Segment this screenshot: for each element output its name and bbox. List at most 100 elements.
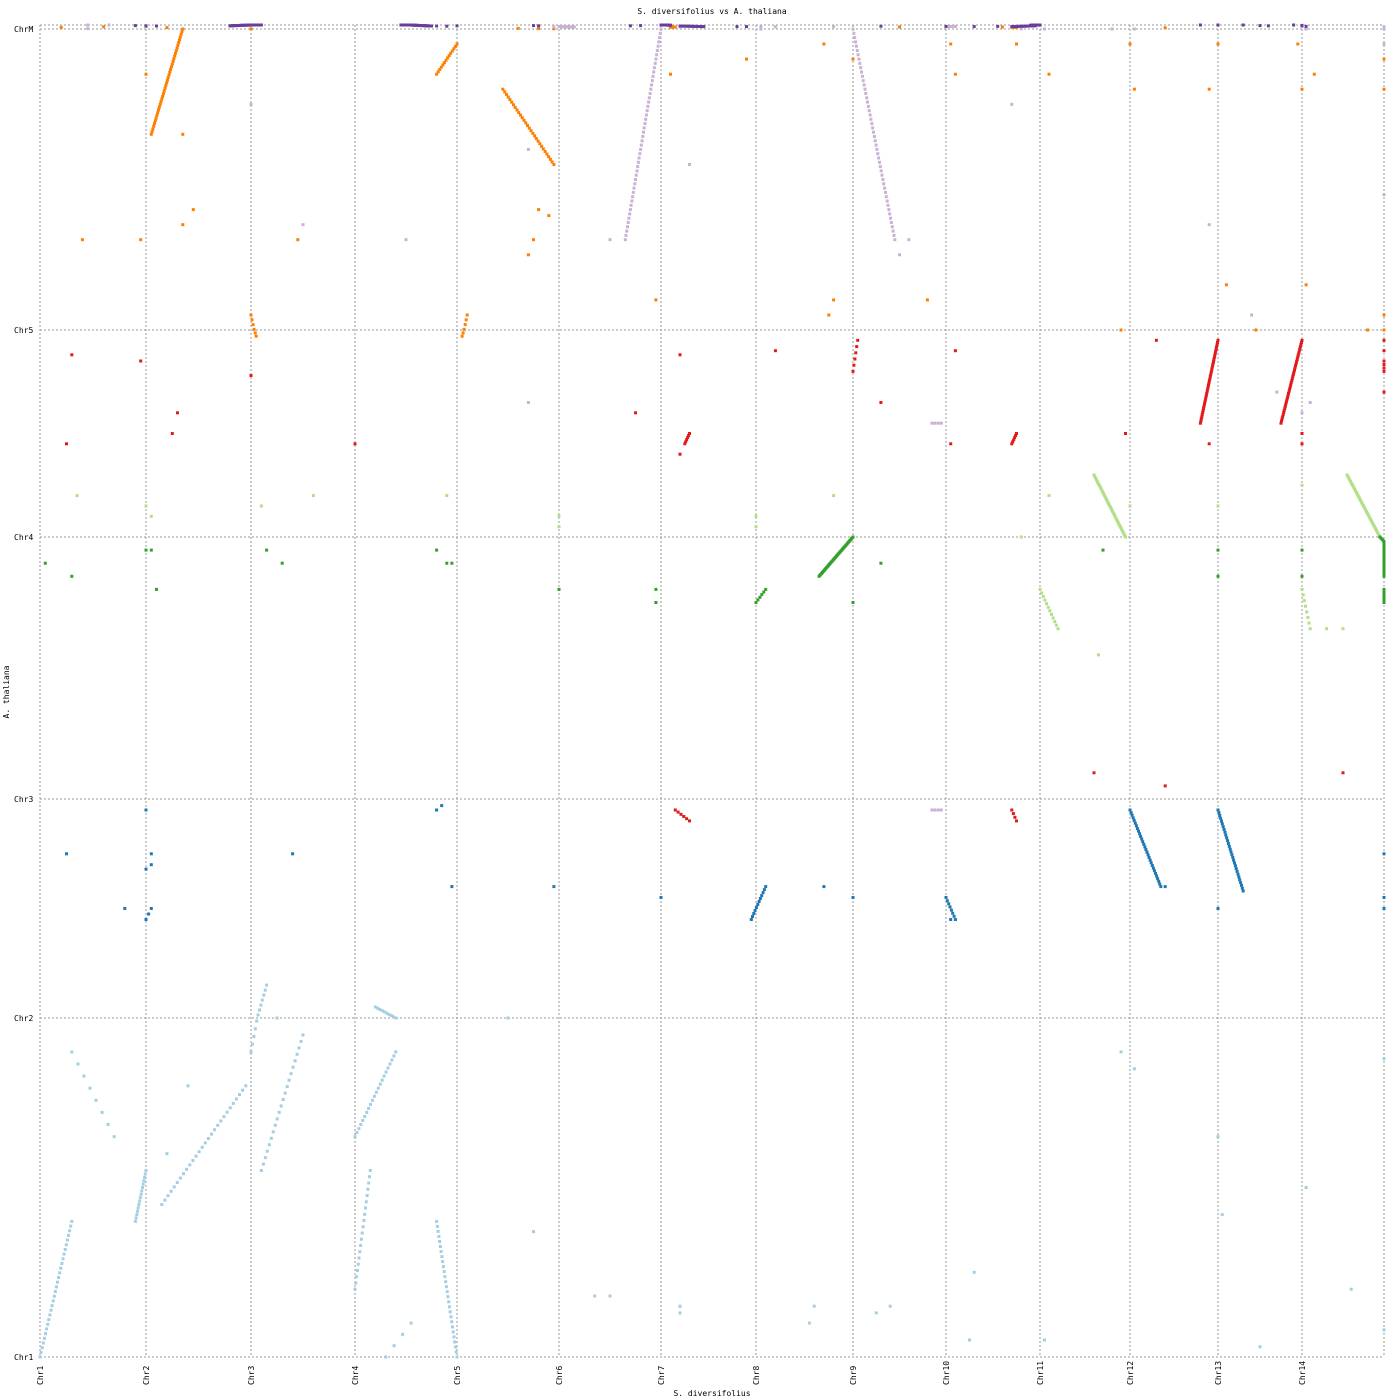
data-point [688, 819, 691, 823]
data-point [764, 885, 768, 889]
data-point [250, 318, 254, 322]
data-point [176, 43, 180, 47]
data-point [450, 885, 454, 889]
data-point [1053, 620, 1057, 624]
data-point [851, 896, 855, 899]
data-point [1382, 366, 1386, 370]
data-point [1287, 391, 1290, 395]
data-point [361, 1119, 365, 1122]
data-point [862, 83, 866, 87]
data-point [435, 1224, 439, 1228]
data-point [608, 1294, 612, 1298]
data-point [1216, 23, 1220, 27]
data-point [443, 1275, 447, 1279]
data-point [1129, 811, 1133, 815]
data-point [1199, 419, 1203, 423]
data-point [865, 96, 869, 100]
data-point [949, 908, 953, 912]
data-point [654, 298, 658, 302]
data-point [762, 888, 766, 892]
data-point [1291, 372, 1295, 376]
data-point [1304, 27, 1308, 31]
data-point [1351, 484, 1355, 488]
data-point [355, 1269, 359, 1272]
x-tick-label: Chr5 [453, 1366, 462, 1385]
data-point [259, 1003, 263, 1007]
data-point [859, 66, 863, 70]
data-point [1300, 411, 1304, 415]
data-point [157, 105, 161, 109]
data-point [669, 72, 672, 76]
data-point [159, 100, 163, 104]
data-point [171, 59, 175, 63]
data-point [532, 24, 535, 28]
data-point [1341, 627, 1345, 631]
data-point [1300, 548, 1304, 552]
data-point [1163, 885, 1167, 889]
data-point [533, 134, 537, 138]
data-point [194, 1154, 198, 1158]
data-point [222, 1115, 226, 1119]
data-point [1147, 856, 1151, 859]
data-point [54, 1285, 58, 1289]
data-point [1214, 347, 1218, 351]
data-point [685, 438, 689, 442]
data-point [58, 1271, 62, 1275]
data-point [536, 139, 540, 143]
data-point [261, 1162, 265, 1166]
data-point [877, 156, 881, 160]
data-point [874, 143, 878, 147]
data-point [165, 26, 169, 30]
data-point [1364, 510, 1368, 513]
data-point [67, 1233, 70, 1237]
data-point [1046, 605, 1050, 609]
data-point [1013, 815, 1017, 819]
data-point [1300, 23, 1304, 27]
data-point [1206, 387, 1210, 391]
data-point [659, 27, 663, 31]
data-point [1290, 379, 1294, 383]
data-point [1124, 432, 1127, 435]
data-point [1202, 404, 1206, 408]
data-point [688, 432, 691, 435]
data-point [1354, 490, 1358, 494]
data-point [44, 1332, 47, 1336]
x-tick-label: Chr3 [247, 1366, 256, 1385]
data-point [70, 1219, 74, 1223]
data-point [754, 906, 758, 909]
data-point [678, 1304, 682, 1308]
data-point [210, 1132, 213, 1136]
data-point [1054, 623, 1058, 627]
data-point [520, 116, 524, 120]
data-point [1163, 784, 1167, 788]
data-point [889, 221, 893, 224]
data-point [441, 63, 445, 67]
data-point [1355, 492, 1359, 496]
data-point [1047, 494, 1051, 498]
data-point [876, 152, 880, 156]
data-point [40, 1346, 44, 1350]
data-point [64, 1243, 68, 1247]
data-point [880, 173, 884, 177]
data-point [1206, 385, 1210, 389]
data-point [271, 1130, 275, 1134]
data-point [297, 1046, 301, 1050]
data-point [950, 25, 954, 28]
data-point [526, 147, 530, 151]
data-point [59, 1266, 63, 1270]
data-point [758, 595, 762, 599]
data-point [1299, 343, 1303, 347]
data-point [65, 442, 68, 446]
data-point [1225, 836, 1229, 840]
data-point [385, 1011, 389, 1015]
data-point [1013, 436, 1017, 440]
data-point [52, 1294, 56, 1298]
data-point [353, 1287, 357, 1291]
data-point [852, 31, 856, 35]
data-point [1104, 497, 1108, 501]
data-point [654, 57, 658, 61]
data-point [851, 57, 855, 61]
data-point [450, 561, 454, 565]
data-point [143, 1172, 147, 1176]
data-point [452, 1335, 456, 1339]
